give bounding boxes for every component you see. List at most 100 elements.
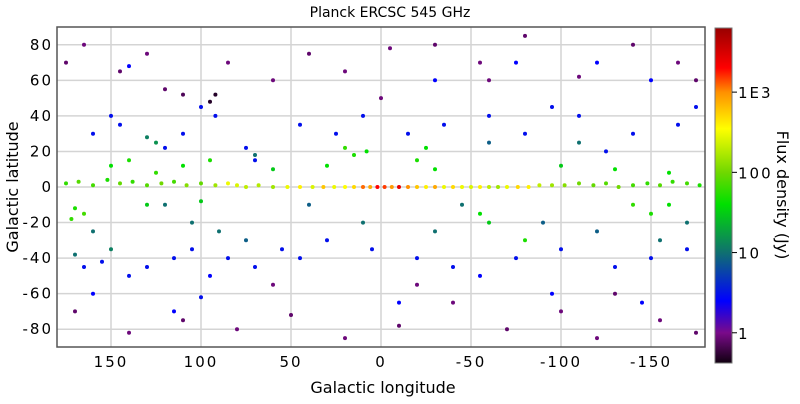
- data-point: [244, 185, 248, 189]
- data-point: [145, 135, 149, 140]
- data-point: [352, 153, 356, 157]
- data-point: [649, 211, 653, 216]
- data-point: [406, 185, 410, 189]
- data-point: [616, 185, 621, 189]
- chart-title: Planck ERCSC 545 GHz: [310, 5, 471, 21]
- colorbar-gradient: [714, 27, 733, 364]
- data-point: [325, 238, 329, 243]
- data-point: [487, 220, 491, 225]
- data-point: [130, 179, 135, 184]
- data-point: [514, 60, 518, 65]
- y-tick-label: 40: [30, 107, 53, 125]
- data-point: [127, 64, 131, 69]
- data-point: [451, 185, 455, 189]
- data-point: [505, 185, 509, 189]
- data-point: [676, 60, 680, 65]
- data-point: [181, 318, 185, 323]
- y-tick-labels: 80 60 40 20 0 -20 -40 -60 -80: [23, 36, 54, 338]
- y-axis-label: Galactic latitude: [3, 121, 22, 252]
- data-point: [433, 229, 437, 234]
- data-point: [649, 256, 653, 261]
- data-point: [505, 327, 509, 332]
- data-point: [613, 265, 617, 269]
- data-point: [631, 183, 635, 188]
- colorbar-ticks: 1 10 100 1E3: [732, 84, 773, 343]
- colorbar-label: Flux density (Jy): [773, 131, 792, 260]
- data-point: [235, 183, 239, 188]
- data-point: [658, 183, 662, 188]
- plot-frame: [56, 26, 706, 348]
- data-point: [244, 145, 248, 150]
- data-point: [595, 60, 599, 65]
- data-point: [307, 202, 311, 207]
- data-point: [256, 183, 261, 188]
- data-point: [181, 131, 185, 136]
- data-point: [76, 179, 81, 184]
- data-point: [64, 60, 68, 65]
- data-point: [523, 131, 527, 136]
- data-point: [645, 181, 650, 186]
- data-point: [163, 145, 167, 150]
- y-tick-label: -40: [23, 249, 54, 267]
- data-point: [73, 252, 77, 257]
- data-point: [364, 149, 369, 154]
- data-point: [433, 167, 437, 172]
- grid: [57, 27, 705, 347]
- data-point: [235, 327, 239, 332]
- data-point: [208, 99, 212, 104]
- data-point: [478, 273, 482, 278]
- data-point: [559, 247, 563, 252]
- data-point: [368, 185, 373, 189]
- data-point: [697, 183, 702, 188]
- data-point: [334, 131, 338, 136]
- data-point: [523, 238, 527, 243]
- y-tick-label: 20: [30, 142, 53, 160]
- colorbar: 1 10 100 1E3 Flux density (Jy): [714, 27, 792, 364]
- y-tick-label: -60: [23, 285, 54, 303]
- data-point: [613, 291, 617, 296]
- x-tick-label: -50: [456, 353, 487, 371]
- data-points: [64, 33, 702, 341]
- data-point: [163, 87, 167, 92]
- data-point: [343, 69, 347, 74]
- data-point: [184, 183, 189, 188]
- x-tick-label: 0: [375, 353, 387, 371]
- data-point: [631, 202, 635, 207]
- data-point: [127, 330, 131, 335]
- data-point: [604, 181, 608, 186]
- data-point: [289, 313, 293, 317]
- data-point: [640, 300, 644, 305]
- data-point: [667, 170, 671, 175]
- data-point: [559, 163, 563, 168]
- data-point: [213, 113, 218, 118]
- data-point: [271, 185, 275, 189]
- y-tick-label: -80: [23, 320, 54, 338]
- data-point: [685, 247, 689, 252]
- data-point: [280, 247, 284, 252]
- y-tick-label: 60: [30, 71, 53, 89]
- data-point: [352, 185, 356, 189]
- data-point: [487, 113, 491, 118]
- data-point: [526, 185, 531, 189]
- data-point: [685, 181, 689, 186]
- data-point: [478, 211, 482, 216]
- data-point: [550, 105, 554, 109]
- data-point: [577, 181, 581, 186]
- data-point: [127, 158, 131, 163]
- data-point: [226, 256, 230, 261]
- data-point: [514, 256, 518, 261]
- data-point: [181, 92, 185, 97]
- colorbar-tick-label: 100: [738, 164, 773, 182]
- data-point: [694, 78, 698, 83]
- data-point: [271, 78, 275, 83]
- data-point: [208, 158, 212, 163]
- data-point: [415, 282, 419, 287]
- data-point: [298, 256, 302, 261]
- data-point: [213, 92, 218, 97]
- data-point: [415, 256, 419, 261]
- data-point: [109, 163, 113, 168]
- data-point: [172, 309, 176, 314]
- x-axis-label: Galactic longitude: [310, 378, 455, 397]
- data-point: [109, 247, 113, 252]
